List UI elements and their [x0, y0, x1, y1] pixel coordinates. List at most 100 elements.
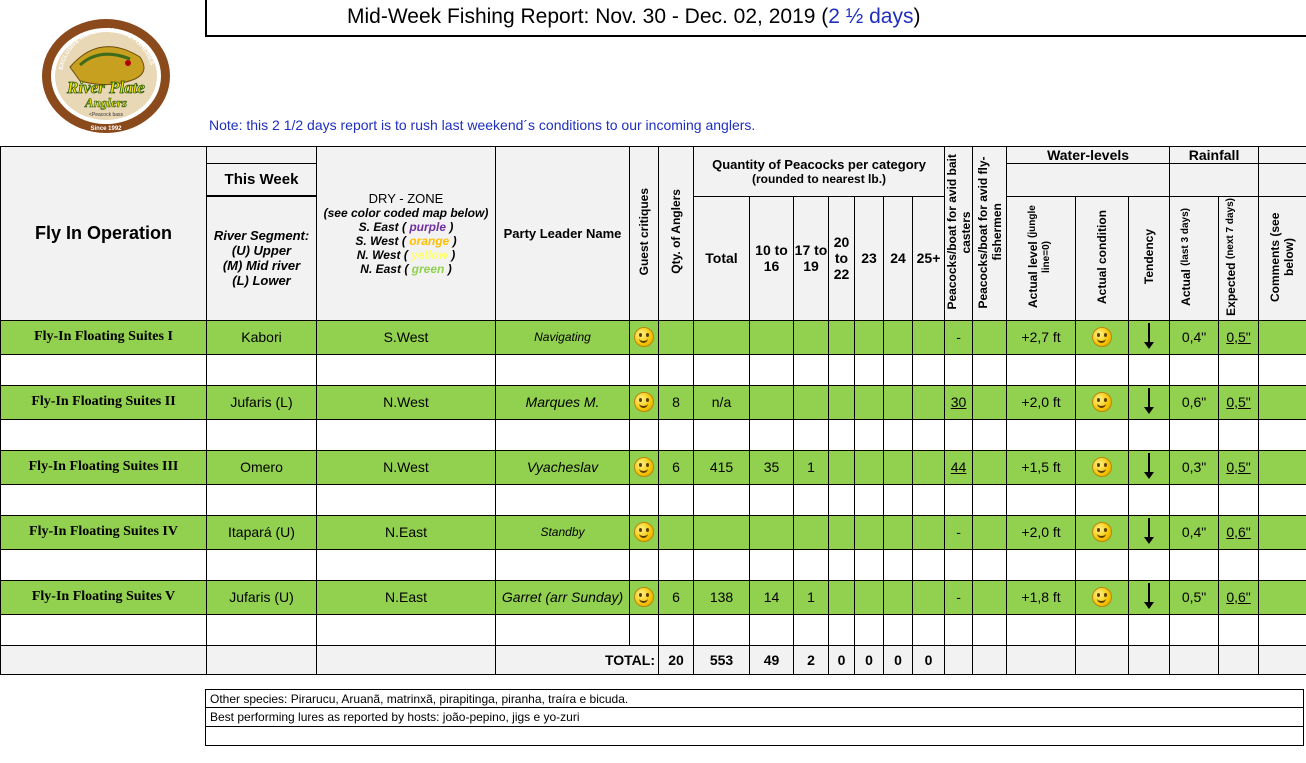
table-row: Fly-In Floating Suites III Omero N.West Vya…: [0, 449, 1306, 485]
cell-segment: Kabori: [206, 319, 317, 355]
cell-tendency: [1128, 579, 1171, 615]
cell-level: +1,5 ft: [1006, 449, 1077, 485]
col-cat-20-22: 20 to 22: [828, 195, 855, 321]
cell-rain-actual: 0,3": [1169, 449, 1220, 485]
cell-c17: [793, 514, 829, 550]
total-blank: [206, 644, 317, 675]
cell-rain-expected: 0,5": [1218, 319, 1260, 355]
spacer-cell: [693, 418, 750, 451]
spacer-cell: [693, 548, 750, 581]
cell-leader: Navigating: [495, 319, 630, 355]
other-species-note: Other species: Pirarucu, Aruanã, matrinx…: [205, 689, 1304, 708]
spacer-cell: [658, 483, 694, 516]
spacer-cell: [972, 483, 1008, 516]
total-c17: 2: [793, 644, 829, 675]
spacer-cell: [793, 418, 829, 451]
spacer-cell: [911, 418, 946, 451]
title-main: Mid-Week Fishing Report: Nov. 30 - Dec. …: [347, 5, 829, 28]
cell-bait: -: [944, 319, 974, 355]
spacer-cell: [972, 418, 1008, 451]
cell-leader: Vyacheslav: [495, 449, 630, 485]
arrow-down-icon: [1144, 581, 1155, 611]
cell-c25: [911, 319, 946, 355]
cell-c23: [854, 579, 884, 615]
cell-c10: [749, 319, 794, 355]
cell-rain-expected: 0,6": [1218, 579, 1260, 615]
col-blank-1: [206, 146, 317, 164]
spacer-cell: [854, 353, 884, 386]
spacer-cell: [883, 483, 913, 516]
logo-tagline: <Peacock bass: [89, 112, 124, 118]
report-note: Note: this 2 1/2 days report is to rush …: [209, 117, 756, 133]
spacer-cell: [206, 418, 317, 451]
col-total: Total: [693, 195, 750, 321]
col-rain-blank: [1169, 163, 1260, 197]
total-blank: [972, 644, 1008, 675]
cell-condition: [1075, 384, 1130, 420]
spacer-row: [0, 548, 1306, 581]
col-cat-10-16: 10 to 16: [749, 195, 794, 321]
cell-critique: [629, 449, 659, 485]
spacer-cell: [693, 353, 750, 386]
cell-condition: [1075, 514, 1130, 550]
zone-nw: N. West ( yellow ): [356, 247, 456, 262]
cell-comments: [1258, 319, 1306, 355]
cell-c25: [911, 384, 946, 420]
cell-fly: [972, 449, 1008, 485]
title-box: [205, 0, 1306, 37]
spacer-cell: [1218, 548, 1260, 581]
cell-rain-actual: 0,6": [1169, 384, 1220, 420]
smiley-icon: [634, 327, 654, 347]
spacer-cell: [658, 418, 694, 451]
spacer-cell: [1075, 353, 1130, 386]
cell-segment: Jufaris (L): [206, 384, 317, 420]
logo-brand-line2: Anglers: [84, 95, 127, 110]
spacer-cell: [911, 548, 946, 581]
spacer-cell: [854, 418, 884, 451]
cell-c25: [911, 514, 946, 550]
col-fly-fishermen: Peacocks/boat for avid fly-fishermen: [972, 146, 1008, 321]
spacer-cell: [944, 483, 974, 516]
cell-condition: [1075, 579, 1130, 615]
cell-rain-actual: 0,4": [1169, 514, 1220, 550]
cell-zone: S.West: [316, 319, 496, 355]
total-c10: 49: [749, 644, 794, 675]
col-actual-level: Actual level (jungle line=0): [1006, 195, 1077, 321]
spacer-cell: [629, 483, 659, 516]
title-close: ): [913, 5, 921, 28]
cell-critique: [629, 514, 659, 550]
smiley-icon: [1092, 587, 1113, 607]
cell-bait: 30: [944, 384, 974, 420]
spacer-cell: [1006, 613, 1077, 646]
spacer-cell: [316, 418, 496, 451]
spacer-row: [0, 353, 1306, 386]
col-guest-critiques: Guest critiques: [629, 146, 659, 321]
cell-total: 415: [693, 449, 750, 485]
col-bait-casters: Peacocks/boat for avid bait casters: [944, 146, 974, 321]
table-row: Fly-In Floating Suites V Jufaris (U) N.Eas…: [0, 579, 1306, 615]
spacer-row: [0, 613, 1306, 646]
spacer-cell: [0, 548, 207, 581]
cell-segment: Jufaris (U): [206, 579, 317, 615]
arrow-down-icon: [1144, 451, 1155, 481]
col-rainfall: Rainfall: [1169, 146, 1260, 164]
cell-comments: [1258, 384, 1306, 420]
spacer-cell: [944, 353, 974, 386]
spacer-cell: [629, 418, 659, 451]
total-blank: [1006, 644, 1077, 675]
spacer-cell: [1169, 353, 1220, 386]
spacer-cell: [854, 483, 884, 516]
col-quantity-group: Quantity of Peacocks per category (round…: [692, 146, 946, 197]
col-tendency: Tendency: [1128, 195, 1171, 321]
spacer-cell: [972, 548, 1008, 581]
cell-c24: [883, 579, 913, 615]
spacer-cell: [0, 418, 207, 451]
cell-zone: N.East: [316, 579, 496, 615]
cell-c17: 1: [793, 579, 829, 615]
spacer-cell: [1128, 353, 1171, 386]
spacer-cell: [316, 613, 496, 646]
arrow-down-icon: [1144, 386, 1155, 416]
cell-zone: N.West: [316, 449, 496, 485]
cell-c10: 35: [749, 449, 794, 485]
spacer-cell: [749, 613, 794, 646]
